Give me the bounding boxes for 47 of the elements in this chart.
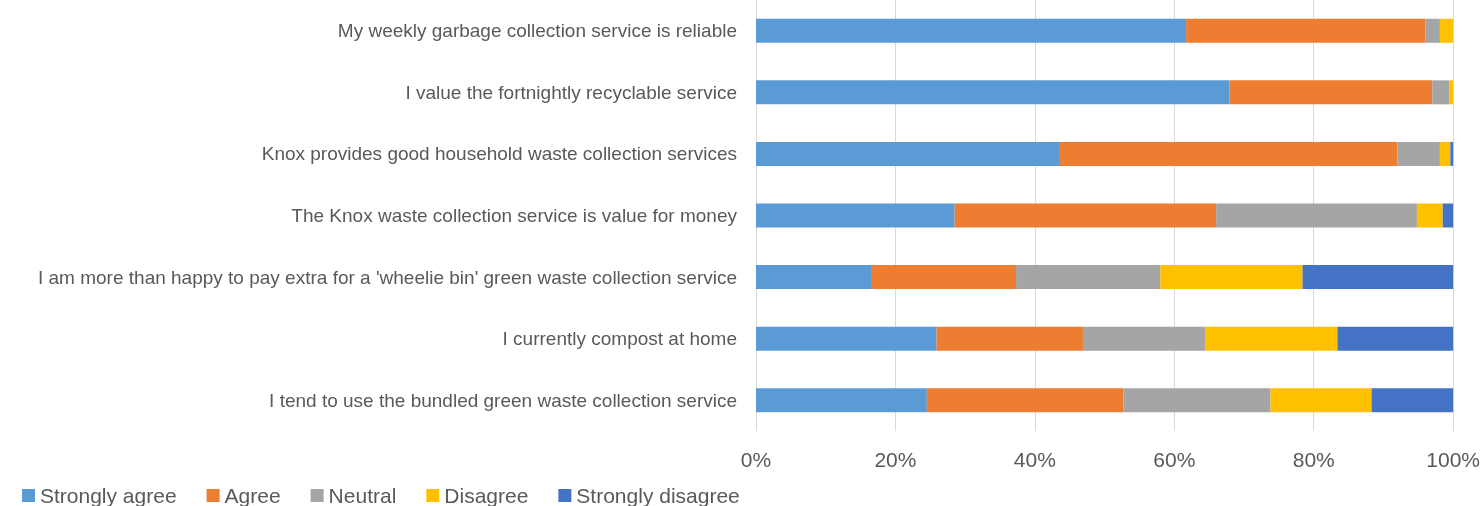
bar	[1337, 326, 1454, 351]
bar	[1186, 18, 1426, 43]
y-tick-label: I tend to use the bundled green waste collection service	[269, 389, 737, 411]
bar	[1439, 18, 1454, 43]
bar	[1432, 80, 1449, 105]
bar	[1397, 141, 1440, 166]
y-tick-label: My weekly garbage collection service is reliable	[337, 20, 737, 42]
bar	[1270, 388, 1372, 413]
bar	[1059, 141, 1398, 166]
bar	[1439, 141, 1451, 166]
bar	[1123, 388, 1271, 413]
bar	[1229, 80, 1433, 105]
x-tick-label: 40%	[1013, 448, 1056, 471]
bar	[756, 326, 937, 351]
x-tick-label: 100%	[1426, 448, 1480, 471]
bar	[756, 203, 955, 228]
bar	[1016, 265, 1161, 290]
bar	[954, 203, 1217, 228]
bar	[756, 80, 1230, 105]
bar	[1216, 203, 1417, 228]
bar	[1425, 18, 1440, 43]
y-tick-label: Knox provides good household waste collection services	[261, 143, 737, 165]
bar	[1450, 141, 1454, 166]
y-tick-label: I am more than happy to pay extra for a 'wheelie bin' green waste collection service	[37, 266, 737, 288]
y-tick-label: I currently compost at home	[502, 328, 737, 350]
bar	[756, 18, 1187, 43]
bar	[1371, 388, 1454, 413]
x-tick-label: 0%	[740, 448, 772, 471]
bar	[1082, 326, 1206, 351]
bar	[1302, 265, 1454, 290]
bar	[1442, 203, 1454, 228]
x-tick-label: 60%	[1153, 448, 1196, 471]
bar	[1416, 203, 1443, 228]
y-tick-label: The Knox waste collection service is value for money	[291, 205, 738, 226]
bar	[1448, 80, 1454, 105]
bar	[1160, 265, 1303, 290]
x-tick-label: 80%	[1292, 448, 1335, 471]
bar	[936, 326, 1083, 351]
bar	[871, 265, 1017, 290]
bar	[756, 141, 1060, 166]
bar	[756, 388, 927, 413]
legend-label: Neutral	[328, 484, 397, 506]
bar	[926, 388, 1124, 413]
y-tick-label: I value the fortnightly recyclable service	[405, 81, 737, 103]
bar	[1205, 326, 1338, 351]
bar	[756, 265, 872, 290]
x-tick-label: 20%	[874, 448, 917, 471]
